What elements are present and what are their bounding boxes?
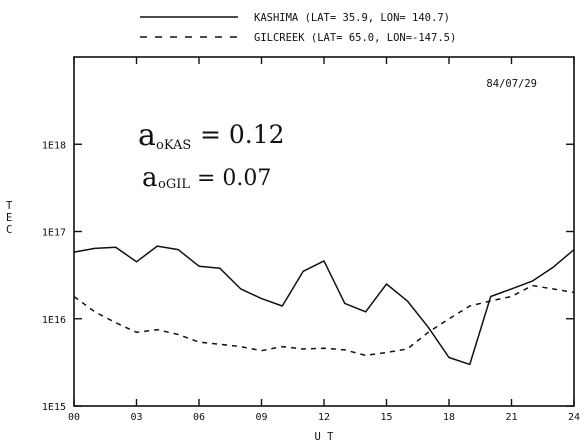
axis-ticks: 00 03 06 09 12 15 18 21 24 1E15 1E16 1E17 1E18 xyxy=(42,57,580,423)
x-axis-label: U T xyxy=(315,431,335,443)
x-tick-label: 09 xyxy=(255,412,267,423)
annotation-gilcreek: a oGIL = 0.07 xyxy=(142,163,271,193)
series-line-gilcreek xyxy=(73,284,575,357)
annotation-sub-kas: oKAS xyxy=(156,138,191,153)
x-tick-label: 03 xyxy=(130,412,142,423)
y-tick-label: 1E16 xyxy=(42,315,66,326)
y-axis-title: T E C xyxy=(6,200,13,236)
series-line-kashima xyxy=(73,245,575,366)
annotation-sub-gil: oGIL xyxy=(158,177,190,192)
y-axis-label-e: E xyxy=(6,212,12,224)
legend-label-kashima: KASHIMA (LAT= 35.9, LON= 140.7) xyxy=(254,12,450,24)
plot-frame xyxy=(73,56,575,407)
x-tick-label: 06 xyxy=(193,412,205,423)
annotation-kashima: a oKAS = 0.12 xyxy=(138,118,285,153)
x-tick-label: 12 xyxy=(318,412,330,423)
x-tick-label: 00 xyxy=(68,412,80,423)
series-layer xyxy=(73,245,575,366)
y-tick-label: 1E17 xyxy=(42,228,66,239)
annotation-a-gil: a xyxy=(142,163,158,193)
legend-label-gilcreek: GILCREEK (LAT= 65.0, LON=-147.5) xyxy=(254,32,456,44)
y-axis-label-t: T xyxy=(6,200,13,212)
annotation-a-kas: a xyxy=(138,118,156,153)
x-tick-label: 18 xyxy=(443,412,455,423)
date-label: 84/07/29 xyxy=(486,78,537,90)
y-tick-label: 1E18 xyxy=(42,140,66,151)
annotation-value-gil: = 0.07 xyxy=(197,166,271,191)
y-tick-label: 1E15 xyxy=(42,402,66,413)
x-tick-label: 21 xyxy=(505,412,517,423)
x-tick-label: 24 xyxy=(568,412,580,423)
y-axis-label-c: C xyxy=(6,224,12,236)
annotation-value-kas: = 0.12 xyxy=(200,120,285,149)
x-tick-label: 15 xyxy=(380,412,392,423)
legend: KASHIMA (LAT= 35.9, LON= 140.7) GILCREEK… xyxy=(140,12,456,44)
